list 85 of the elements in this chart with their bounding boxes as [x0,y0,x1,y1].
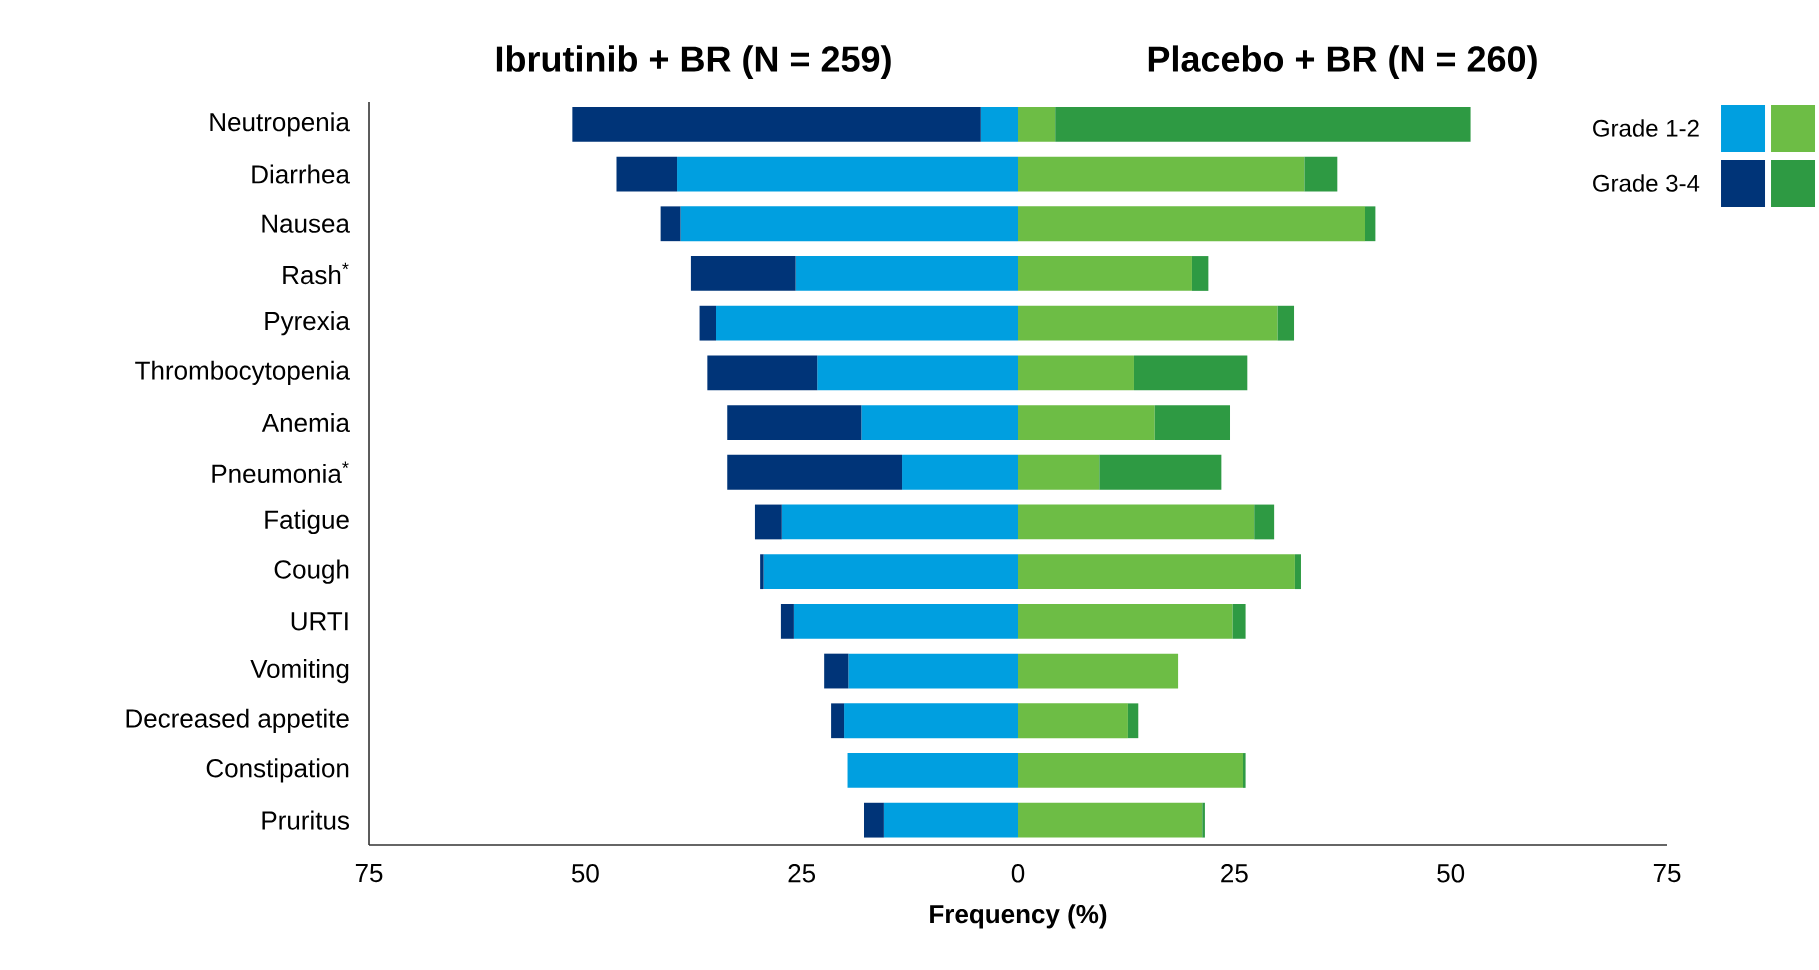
bar [1133,355,1248,391]
bar [1018,405,1155,440]
bar [727,405,862,440]
y-tick-label: Thrombocytopenia [135,360,350,385]
bar [727,454,903,490]
bar [754,504,782,540]
y-tick-label: Fatigue [265,509,349,535]
bar [1127,703,1139,739]
bar [1055,106,1471,142]
bar [795,256,1019,291]
bar [1018,603,1233,639]
bar [1018,156,1305,192]
bar [1304,156,1338,192]
y-tick-label: Diarrhea [252,164,350,184]
y-tick-label: Pruritus [262,810,350,830]
bar [1018,653,1179,689]
bar [1018,703,1128,739]
bar [572,106,981,142]
bar [616,156,678,192]
bar [1254,504,1275,540]
bar [1018,753,1243,788]
bar [1018,504,1255,540]
bar [844,703,1019,739]
bar [1018,206,1366,242]
bar [1242,753,1246,788]
bar [848,653,1019,689]
bar [1365,206,1376,242]
bar [863,802,884,838]
bar [781,504,1019,540]
bar [1232,603,1246,639]
bar [1294,554,1301,590]
bar [760,554,764,590]
y-tick-label: Vomiting [250,658,349,684]
bar [1018,554,1295,590]
bar [980,106,1019,142]
text: Placebo + BR (N = 260) [1148,45,1537,79]
bar [680,206,1019,242]
y-tick-label: URTI [291,612,348,631]
bar [1018,305,1278,341]
bar [847,753,1019,788]
bar [1277,305,1295,341]
bar [1191,256,1209,291]
bar [861,405,1019,440]
x-tick-label: 50 [571,864,599,883]
y-tick-label: Cough [274,559,349,584]
bar [1202,802,1205,838]
bar [690,256,796,291]
x-tick-label: 25 [788,864,816,883]
bar [824,653,849,689]
x-tick-label: 0 [1011,864,1025,883]
y-tick-label: Pneumonia$^{*}$ [212,461,349,483]
bar [699,305,717,341]
bar [902,454,1019,490]
legend-label: Grade 3-4 [1593,174,1700,192]
x-tick-label: 75 [1653,864,1681,883]
x-axis-title: Frequency (%) [930,904,1107,929]
bar [660,206,681,242]
bar [780,603,794,639]
x-tick-label: 25 [1221,864,1248,883]
x-tick-label: 75 [355,864,383,883]
bar [1018,802,1203,838]
bar [1099,454,1222,490]
y-tick-label: Pyrexia [265,311,350,336]
y-tick-label: Rash$^{*}$ [283,262,349,285]
bar [1018,256,1192,291]
y-tick-label: Decreased appetite [126,708,349,733]
y-tick-label: Nausea [262,214,350,233]
text: Ibrutinib + BR (N = 259) [496,45,891,79]
x-tick-label: 50 [1437,864,1465,883]
bar [1018,454,1100,490]
bar [716,305,1019,341]
bar [793,603,1019,639]
bar [883,802,1019,838]
bar [763,554,1019,590]
bar [1018,106,1056,142]
bar [817,355,1019,391]
bar [1018,355,1134,391]
legend-label: Grade 1-2 [1593,119,1699,137]
y-tick-label: Constipation [206,758,349,783]
bar [707,355,818,391]
y-tick-label: Neutropenia [210,112,350,137]
bar [677,156,1019,192]
bar [831,703,845,739]
bar [1154,405,1231,440]
y-tick-label: Anemia [261,413,350,433]
